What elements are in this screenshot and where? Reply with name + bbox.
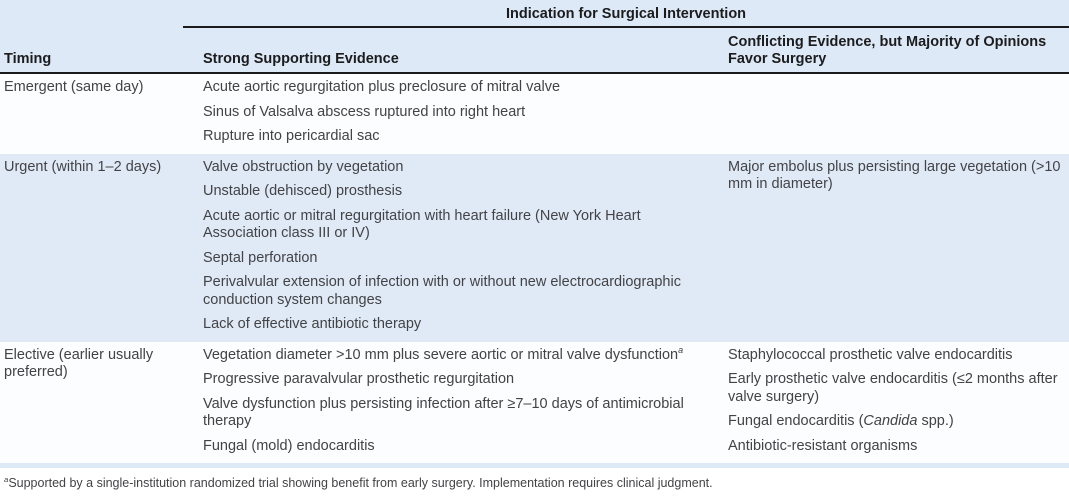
timing-cell: Elective (earlier usually preferred) (4, 346, 154, 381)
evidence-item: Lack of effective antibiotic therapy (203, 316, 422, 333)
evidence-item: Antibiotic-resistant organisms (728, 437, 918, 454)
header-bottom-rule (0, 71, 1069, 75)
evidence-item: Rupture into pericardial sac (203, 128, 380, 145)
source-line: Source: Adapted from L Olaison, G Petter… (0, 491, 1069, 498)
evidence-item: Valve obstruction by vegetation (203, 158, 404, 175)
table-header-band: Indication for Surgical Intervention Tim… (0, 0, 1069, 72)
timing-cell: Emergent (same day) (4, 79, 144, 96)
evidence-item: Acute aortic or mitral regurgitation wit… (203, 207, 641, 242)
table-section: Elective (earlier usually preferred) Vege… (0, 341, 1069, 464)
column-header-conflicting-evidence: Conflicting Evidence, but Majority of Op… (728, 33, 1047, 67)
footnote: aSupported by a single-institution rando… (4, 475, 713, 491)
conflicting-evidence-cell: Major embolus plus persisting large vege… (718, 154, 1069, 342)
table-body: Emergent (same day) Acute aortic regurgit… (0, 74, 1069, 464)
span-header-rule (183, 26, 1069, 28)
table-section: Emergent (same day) Acute aortic regurgit… (0, 74, 1069, 154)
table-span-header: Indication for Surgical Intervention (505, 6, 747, 22)
strong-evidence-cell: Acute aortic regurgitation plus preclosu… (190, 74, 718, 154)
text-segment: a (4, 475, 9, 485)
evidence-item: Staphylococcal prosthetic valve endocard… (728, 346, 1013, 363)
evidence-item: Fungal (mold) endocarditis (203, 437, 375, 454)
table-section: Urgent (within 1–2 days) Valve obstructio… (0, 153, 1069, 342)
evidence-item: Acute aortic regurgitation plus preclosu… (203, 79, 561, 96)
column-header-timing: Timing (4, 50, 52, 67)
evidence-item: Valve dysfunction plus persisting infect… (203, 395, 684, 430)
evidence-item: Unstable (dehisced) prosthesis (203, 183, 403, 200)
evidence-item: Sinus of Valsalva abscess ruptured into … (203, 103, 526, 120)
evidence-item: Vegetation diameter >10 mm plus severe a… (203, 344, 684, 363)
evidence-item: Major embolus plus persisting large vege… (728, 158, 1061, 193)
column-header-row: Timing Strong Supporting Evidence Confli… (0, 28, 1069, 72)
evidence-item: Early prosthetic valve endocarditis (≤2 … (728, 371, 1058, 405)
table-bottom-strip (0, 463, 1069, 469)
evidence-item: Fungal endocarditis (Candida spp.) (728, 413, 954, 430)
strong-evidence-cell: Valve obstruction by vegetation Unstable … (190, 154, 718, 342)
evidence-item: Progressive paravalvular prosthetic regu… (203, 371, 515, 388)
evidence-item: Perivalvular extension of infection with… (203, 274, 681, 308)
text-segment: a (678, 344, 684, 355)
timing-cell: Urgent (within 1–2 days) (4, 158, 162, 175)
strong-evidence-cell: Vegetation diameter >10 mm plus severe a… (190, 342, 718, 464)
text-segment: Candida (863, 413, 918, 430)
conflicting-evidence-cell (718, 74, 1069, 154)
evidence-item: Septal perforation (203, 249, 318, 266)
column-header-strong-evidence: Strong Supporting Evidence (203, 50, 399, 67)
conflicting-evidence-cell: Staphylococcal prosthetic valve endocard… (718, 342, 1069, 464)
